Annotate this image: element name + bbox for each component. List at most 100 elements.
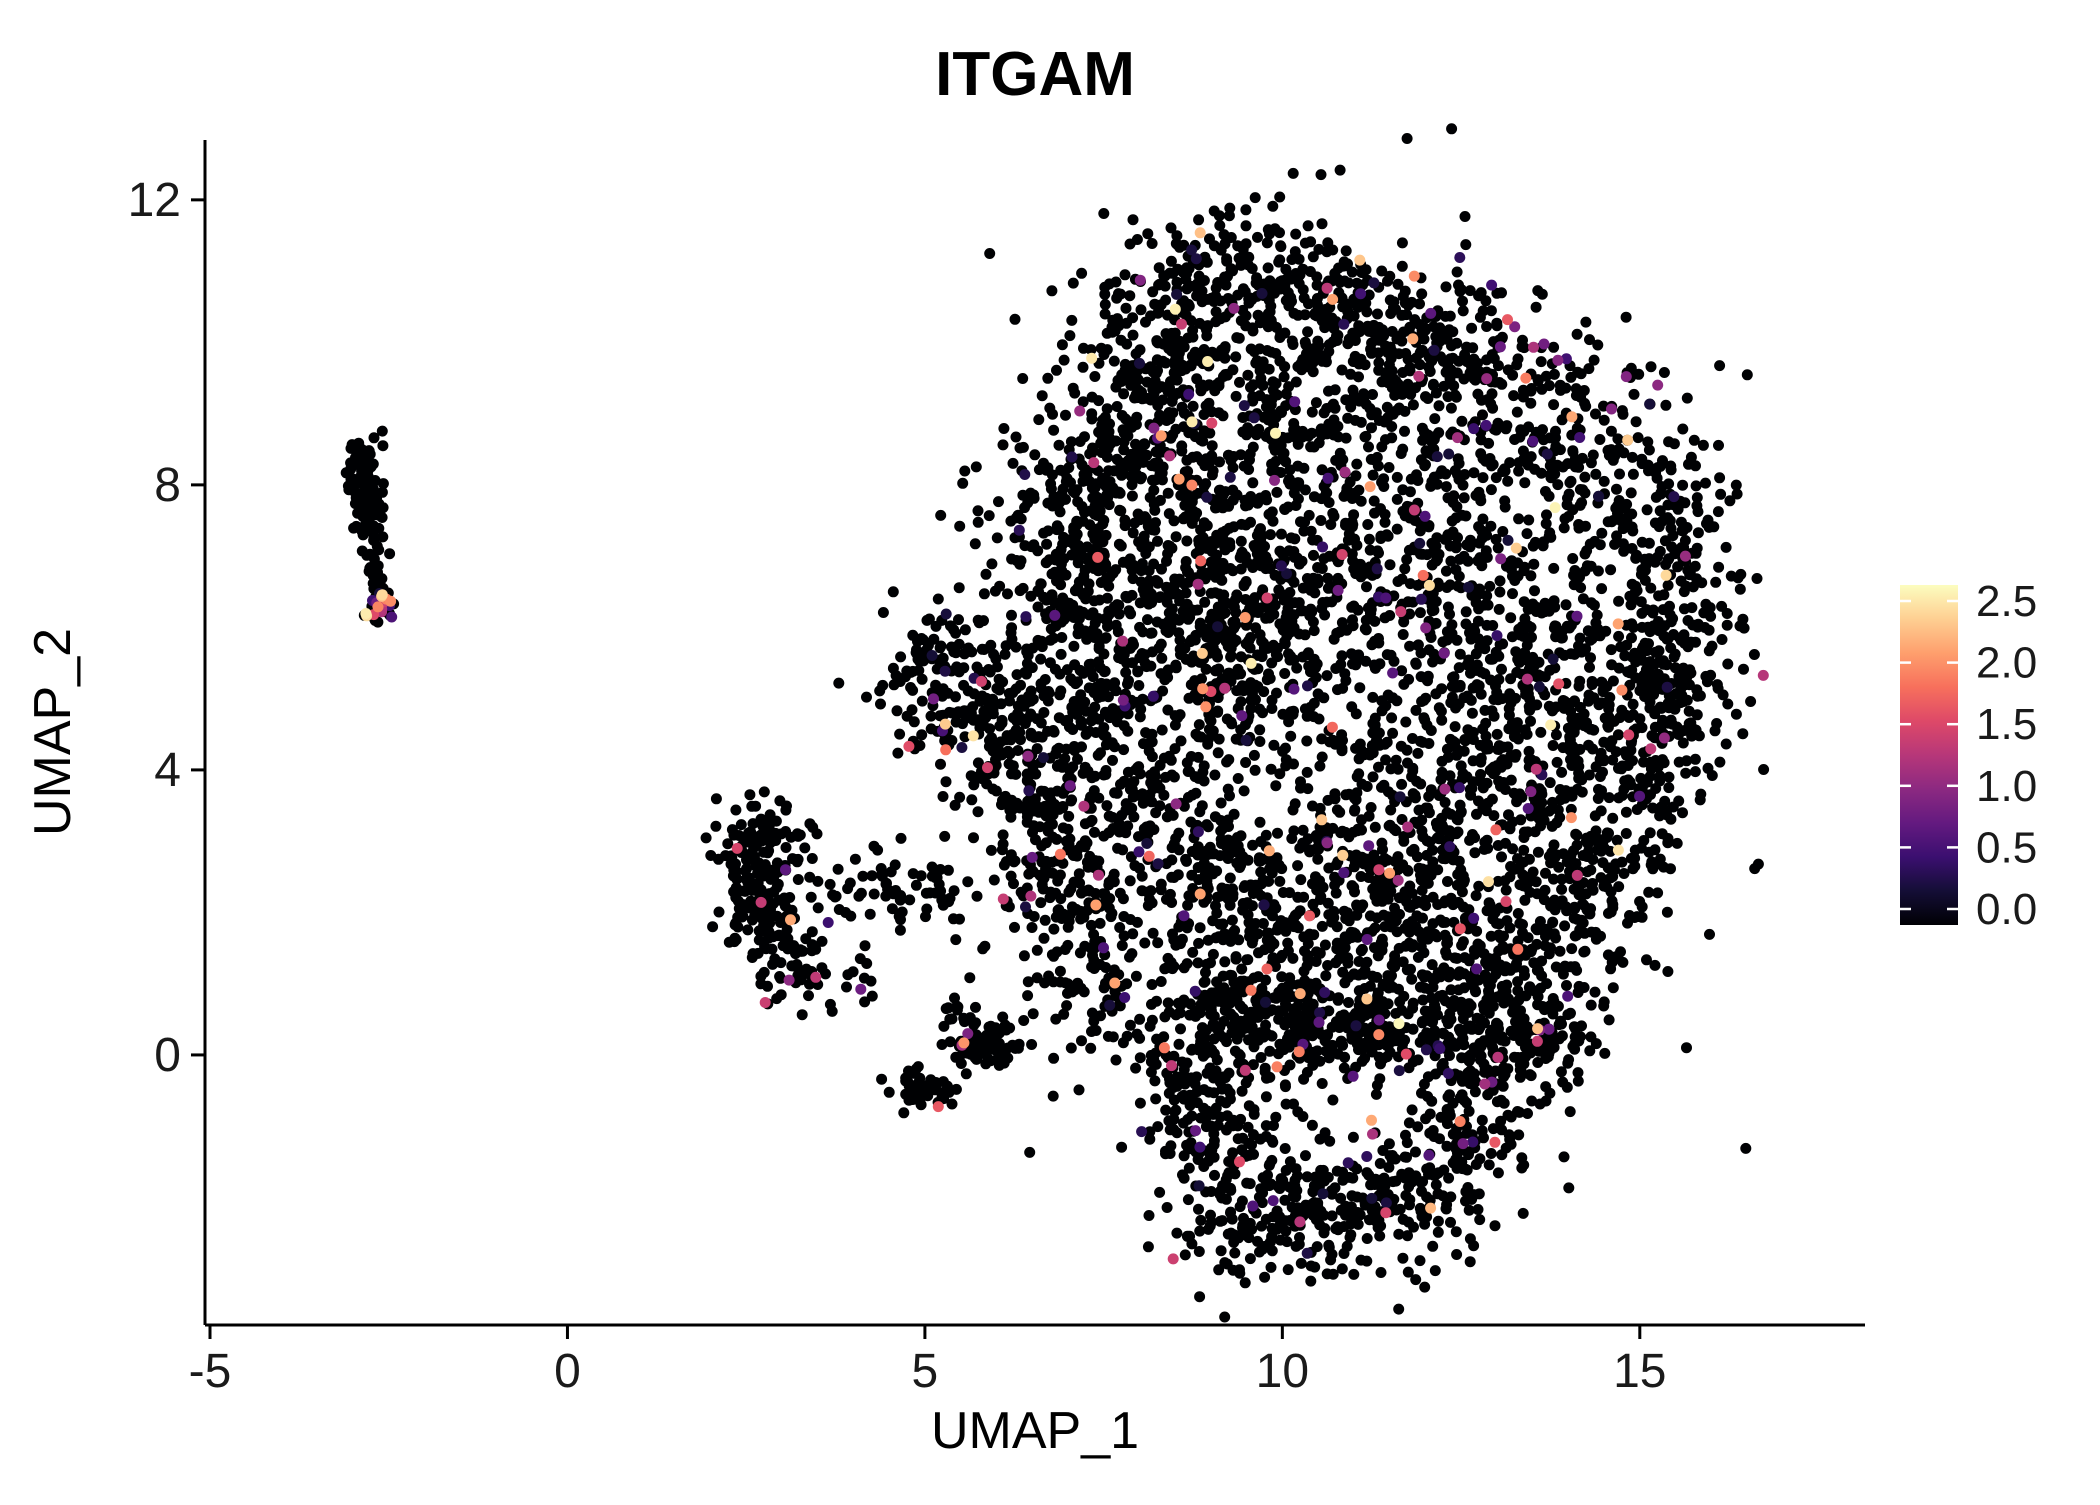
expressing-cell-point [1022, 750, 1034, 762]
expressing-cell-point [1171, 288, 1183, 300]
expressing-cell-point [1363, 840, 1375, 852]
expressing-cell-point [1553, 678, 1565, 690]
expressing-cell-point [1294, 988, 1306, 1000]
expressing-cell-point [1545, 719, 1557, 731]
expressing-cell-point [939, 718, 951, 730]
expressing-cell-point [1104, 999, 1116, 1011]
expressing-cell-point [1480, 419, 1492, 431]
expressing-cell-point [1431, 451, 1443, 463]
expressing-cell-point [1407, 333, 1419, 345]
expressing-cell-point [1532, 1023, 1544, 1035]
expressing-cell-point [1547, 653, 1559, 665]
expressing-cell-point [385, 595, 397, 607]
expressing-cell-point [1143, 850, 1155, 862]
expressing-cell-point [1196, 647, 1208, 659]
expressing-cell-point [1373, 1029, 1385, 1041]
expressing-cell-point [1593, 490, 1605, 502]
expressing-cell-point [1020, 611, 1032, 623]
y-tick-label: 4 [154, 744, 181, 797]
expressing-cell-point [1438, 647, 1450, 659]
expressing-cell-point [1439, 783, 1451, 795]
expressing-cell-point [1183, 388, 1195, 400]
expressing-cell-point [1612, 844, 1624, 856]
expressing-cell-point [958, 1037, 970, 1049]
expressing-cell-point [1190, 253, 1202, 265]
expressing-cell-point [1314, 1007, 1326, 1019]
colorbar-tick-label: 1.0 [1976, 762, 2037, 811]
expressing-cell-point [1136, 1126, 1148, 1138]
expressing-cell-point [1194, 888, 1206, 900]
expressing-cell-point [1269, 474, 1280, 486]
expressing-cell-point [1420, 622, 1432, 634]
expressing-cell-point [1224, 471, 1236, 483]
expressing-cell-point [855, 983, 867, 995]
expressing-cell-point [780, 864, 791, 876]
expressing-cell-point [1552, 354, 1564, 366]
expressing-cell-point [1420, 1044, 1432, 1056]
expressing-cell-point [1206, 417, 1218, 429]
expressing-cell-point [1192, 826, 1204, 838]
expressing-cell-point [1256, 288, 1268, 299]
expressing-cell-point [1520, 372, 1532, 384]
expressing-cell-point [1510, 542, 1522, 554]
expressing-cell-point [1321, 282, 1333, 294]
expressing-cell-point [1117, 635, 1129, 647]
expressing-cell-point [1197, 683, 1209, 695]
expressing-cell-point [1531, 1035, 1543, 1047]
expressing-cell-point [1086, 352, 1098, 364]
expressing-cell-point [785, 914, 796, 926]
expressing-cell-point [1425, 307, 1437, 319]
expressing-cell-point [759, 997, 771, 1008]
expressing-cell-point [1415, 593, 1427, 605]
expressing-cell-point [1512, 943, 1524, 955]
expressing-cell-point [1392, 874, 1404, 886]
expressing-cell-point [940, 608, 952, 620]
expressing-cell-point [1454, 923, 1466, 935]
expressing-cell-point [1321, 837, 1333, 849]
y-axis-ticks: 0 4 8 12 [128, 174, 205, 1082]
expressing-cell-point [1361, 934, 1373, 945]
expressing-cell-point [1173, 473, 1185, 485]
expressing-cell-point [1606, 403, 1617, 415]
expressing-cell-point [1054, 848, 1066, 860]
expressing-cell-point [1090, 899, 1102, 911]
expressing-cell-point [1317, 541, 1329, 553]
expressing-cell-point [1428, 344, 1440, 356]
expressing-cell-point [1289, 396, 1301, 408]
expressing-cell-point [1236, 710, 1248, 722]
expressing-cell-point [1634, 790, 1646, 802]
expressing-cell-point [1133, 846, 1145, 858]
expressing-cell-point [1368, 277, 1380, 289]
expressing-cell-point [926, 650, 938, 661]
expressing-cell-point [1495, 553, 1507, 565]
expressing-cell-point [1533, 681, 1545, 693]
x-tick-label: 15 [1613, 1345, 1666, 1398]
expressing-cell-point [1538, 338, 1550, 350]
expressing-cell-point [1423, 1149, 1435, 1161]
expressing-cell-point [1543, 1023, 1555, 1035]
expressing-cell-point [1271, 1061, 1283, 1073]
expressing-cell-point [1228, 302, 1240, 314]
expressing-cell-point [1471, 963, 1483, 975]
expressing-cell-point [1658, 732, 1670, 744]
expressing-cell-point [1037, 752, 1049, 764]
expressing-cell-point [1167, 1253, 1179, 1265]
expressing-cell-point [1141, 838, 1153, 849]
expressing-cell-point [1366, 1114, 1377, 1126]
expressing-cell-point [1616, 684, 1628, 696]
expressing-cell-point [975, 675, 987, 687]
expressing-cell-point [1219, 682, 1231, 694]
colorbar-tick-label: 0.0 [1976, 885, 2037, 934]
expressing-cell-point [1190, 1125, 1202, 1137]
colorbar-tick-label: 2.0 [1976, 639, 2037, 688]
y-tick-label: 0 [154, 1029, 181, 1082]
expressing-cell-point [1020, 901, 1031, 913]
plot-title: ITGAM [935, 40, 1135, 109]
expressing-cell-point [1195, 555, 1207, 567]
expressing-cell-point [1147, 690, 1159, 702]
expressing-cell-point [1245, 984, 1257, 996]
expressing-cell-point [1186, 244, 1198, 256]
expressing-cell-point [1109, 977, 1121, 989]
expressing-cell-point [1152, 858, 1164, 870]
expressing-cell-point [1620, 371, 1632, 383]
